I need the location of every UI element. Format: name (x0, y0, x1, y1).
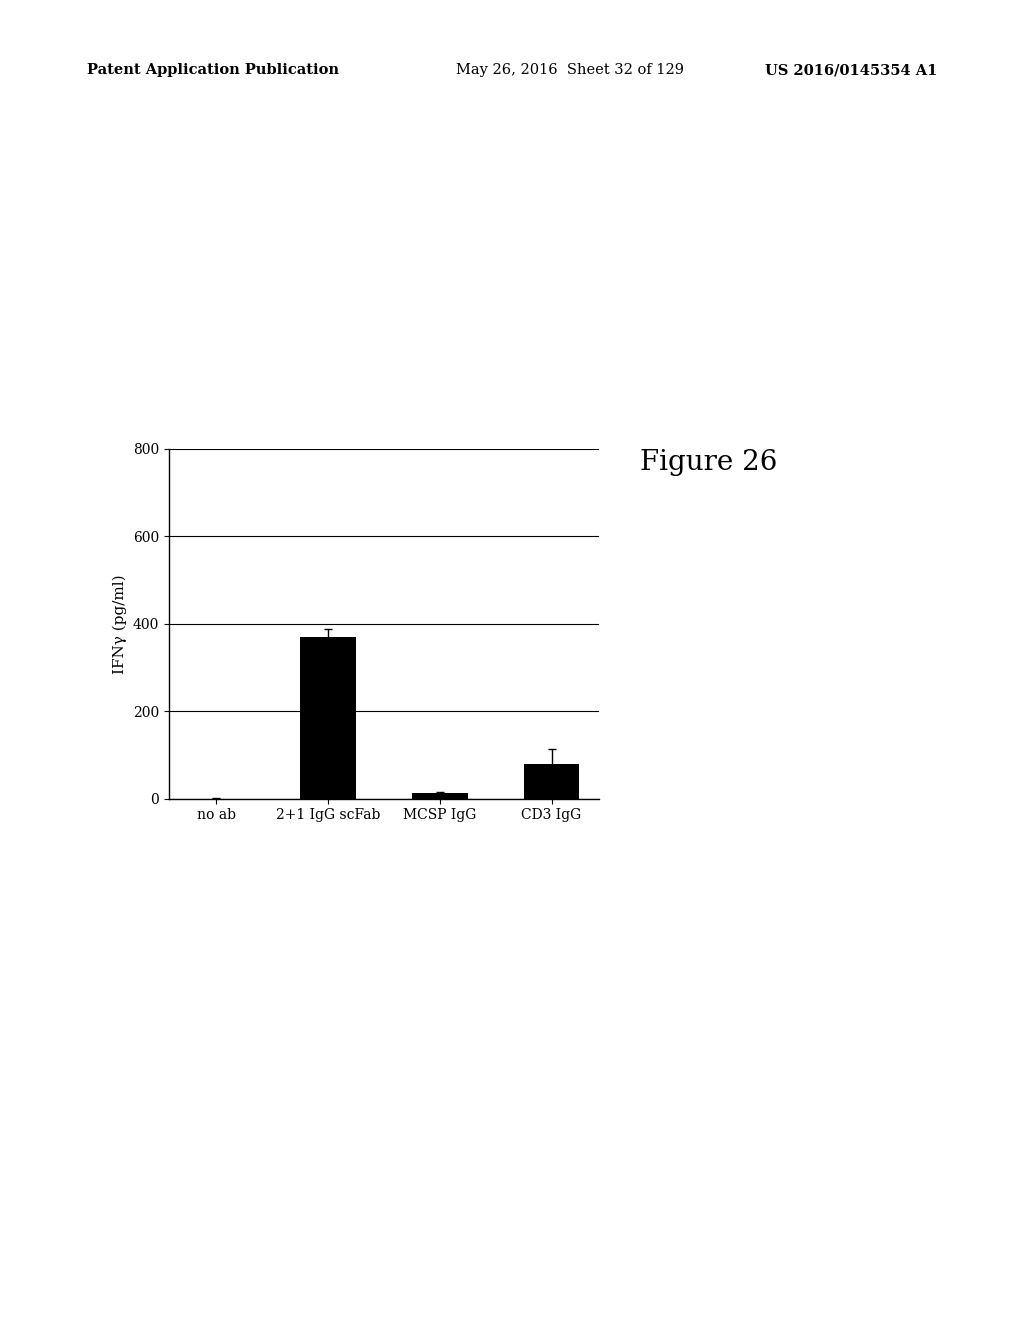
Bar (523, 764, 580, 799)
Bar (412, 793, 468, 799)
Text: Patent Application Publication: Patent Application Publication (87, 63, 339, 78)
Text: US 2016/0145354 A1: US 2016/0145354 A1 (765, 63, 937, 78)
Bar (300, 636, 356, 799)
Y-axis label: IFNγ (pg/ml): IFNγ (pg/ml) (113, 574, 127, 673)
Text: Figure 26: Figure 26 (640, 449, 777, 475)
Text: May 26, 2016  Sheet 32 of 129: May 26, 2016 Sheet 32 of 129 (456, 63, 684, 78)
